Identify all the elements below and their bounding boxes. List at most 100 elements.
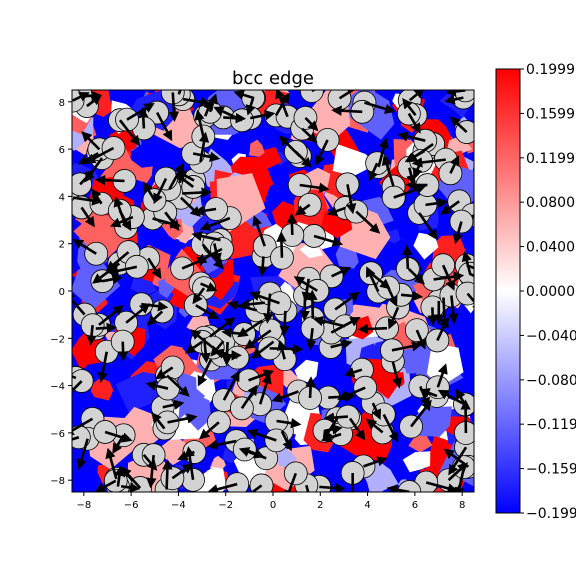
orientation-arrow <box>454 466 466 492</box>
orientation-arrow <box>207 439 237 450</box>
orientation-arrow <box>244 448 265 459</box>
orientation-arrow <box>276 231 287 258</box>
orientation-arrow <box>258 373 272 405</box>
orientation-arrow <box>146 310 164 326</box>
orientation-arrow <box>284 472 298 492</box>
orientation-arrow <box>182 187 212 198</box>
orientation-arrow <box>151 412 166 430</box>
orientation-arrow <box>406 167 417 186</box>
orientation-arrow <box>444 94 464 105</box>
orientation-arrow <box>190 329 214 349</box>
orientation-arrow <box>443 448 470 468</box>
orientation-arrow <box>76 438 89 470</box>
orientation-arrow <box>146 454 157 489</box>
orientation-arrow <box>271 390 299 403</box>
orientation-arrow <box>207 93 218 113</box>
orientation-arrow <box>167 413 198 424</box>
orientation-arrow <box>182 96 211 108</box>
orientation-arrow <box>72 380 83 393</box>
colorbar-ticks: 0.1999 0.1599 0.1199 0.0800 0.0400 0.0000 −0.0… <box>520 62 576 522</box>
chart-title: bcc edge <box>232 68 314 89</box>
orientation-arrow <box>377 137 389 168</box>
orientation-arrow <box>94 479 117 492</box>
orientation-arrow <box>263 293 274 324</box>
orientation-arrow <box>355 210 381 234</box>
colorbar-tick-label: −0.119 <box>526 417 576 433</box>
orientation-arrow <box>452 221 463 245</box>
orientation-arrow <box>313 234 344 247</box>
orientation-arrow <box>305 376 316 399</box>
orientation-arrow <box>299 182 330 193</box>
y-tick-label: 2 <box>59 240 65 251</box>
colorbar-gradient <box>495 68 521 514</box>
orientation-arrow <box>330 339 353 350</box>
orientation-arrow <box>97 351 109 383</box>
y-tick-label: 0 <box>59 287 65 298</box>
orientation-arrow <box>346 184 357 215</box>
orientation-arrow <box>348 417 366 441</box>
field-patch <box>415 406 452 437</box>
orientation-arrow <box>391 361 403 389</box>
orientation-arrow <box>102 274 123 285</box>
orientation-arrow <box>200 282 218 292</box>
orientation-arrow <box>174 172 195 188</box>
orientation-arrow <box>193 205 217 216</box>
orientation-arrow <box>274 92 290 117</box>
orientation-arrow <box>439 297 450 330</box>
x-tick-label: 4 <box>364 500 370 511</box>
orientation-arrow <box>397 131 426 142</box>
orientation-arrow <box>147 257 162 280</box>
orientation-arrow <box>257 256 268 277</box>
orientation-arrow <box>441 264 456 291</box>
orientation-arrow <box>277 339 288 360</box>
orientation-arrow <box>248 369 275 382</box>
orientation-arrow <box>305 328 317 351</box>
particle <box>225 472 250 492</box>
orientation-arrow <box>80 206 95 228</box>
orientation-arrow <box>365 418 384 434</box>
orientation-arrow <box>240 384 258 410</box>
colorbar-tick-label: 0.1599 <box>526 106 575 122</box>
y-tick-label: −2 <box>50 334 65 345</box>
field-patch <box>248 139 265 157</box>
orientation-arrow <box>166 374 190 397</box>
orientation-arrow <box>171 463 194 480</box>
orientation-arrow <box>195 304 220 320</box>
particle <box>249 473 274 492</box>
orientation-arrow <box>326 206 346 217</box>
orientation-arrow <box>94 174 125 186</box>
orientation-arrow <box>72 195 103 206</box>
orientation-arrow <box>323 412 349 423</box>
orientation-arrow <box>312 315 346 328</box>
orientation-arrow <box>239 299 265 310</box>
colorbar: 0.1999 0.1599 0.1199 0.0800 0.0400 0.0000 −0.0… <box>495 62 576 522</box>
orientation-arrow <box>107 265 138 276</box>
orientation-arrow <box>371 402 382 420</box>
orientation-arrow <box>209 316 236 338</box>
orientation-arrow <box>164 211 180 231</box>
orientation-arrow <box>213 348 238 359</box>
orientation-arrow <box>195 247 223 264</box>
orientation-arrow <box>449 155 460 174</box>
colorbar-tick-label: 0.1199 <box>526 151 575 167</box>
orientation-arrow <box>440 200 460 215</box>
y-tick-label: −4 <box>50 382 65 393</box>
x-tick-label: −8 <box>76 500 91 511</box>
orientation-arrow <box>368 162 379 182</box>
colorbar-tick-label: 0.1999 <box>526 62 575 78</box>
orientation-arrow <box>138 106 149 129</box>
orientation-arrow <box>244 329 272 350</box>
orientation-arrow <box>449 116 468 134</box>
colorbar-tick-label: −0.040 <box>526 328 576 344</box>
orientation-arrow <box>162 399 185 410</box>
y-tick-label: 8 <box>59 98 65 109</box>
orientation-arrow <box>315 139 329 166</box>
orientation-arrow <box>192 151 221 162</box>
orientation-arrow <box>114 465 125 487</box>
x-tick-label: −6 <box>124 500 139 511</box>
orientation-arrow <box>279 310 290 337</box>
orientation-arrow <box>366 266 380 293</box>
field-patch <box>387 229 401 244</box>
orientation-arrow <box>301 127 318 144</box>
